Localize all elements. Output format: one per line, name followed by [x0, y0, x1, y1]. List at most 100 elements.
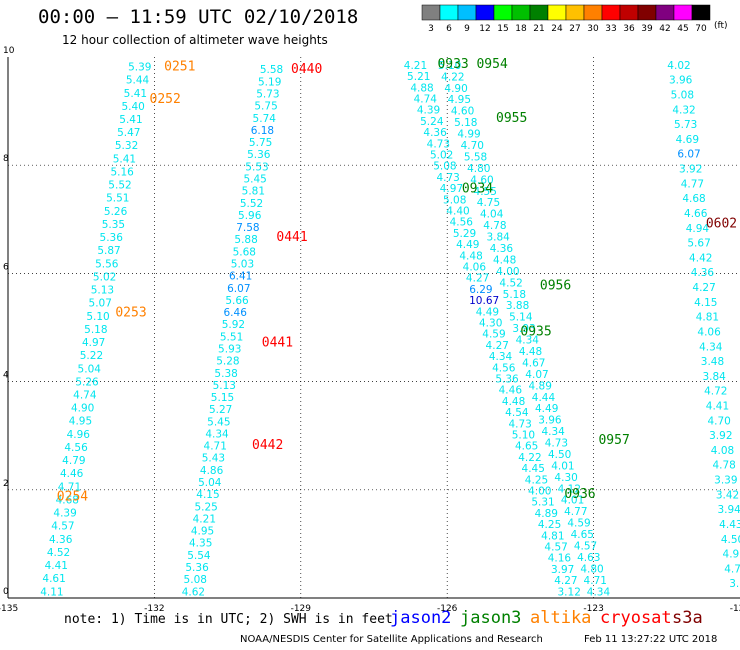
wave-height-value: 3.94	[717, 504, 740, 516]
wave-height-value: 5.36	[495, 373, 519, 385]
wave-height-value: 4.81	[696, 312, 719, 324]
wave-height-value: 4.68	[56, 494, 79, 506]
wave-height-value: 6.07	[677, 149, 700, 161]
y-tick-label: 8	[3, 154, 9, 164]
wave-height-value: 5.58	[464, 151, 487, 163]
wave-height-value: 4.06	[463, 261, 487, 273]
wave-height-value: 4.15	[694, 297, 717, 309]
wave-height-value: 4.73	[508, 418, 531, 430]
wave-height-value: 5.41	[124, 88, 147, 100]
wave-height-value: 4.02	[667, 60, 690, 72]
wave-height-value: 4.54	[505, 407, 529, 419]
wave-height-value: 4.35	[189, 538, 212, 550]
wave-height-value: 7.58	[236, 222, 259, 234]
pass-time-label: 0442	[252, 438, 283, 453]
wave-height-value: 4.11	[40, 586, 63, 598]
wave-height-value: 4.55	[474, 186, 497, 198]
wave-height-value: 5.51	[220, 331, 243, 343]
colorbar-label: 3	[428, 24, 434, 34]
wave-height-value: 4.22	[518, 452, 541, 464]
wave-height-value: 4.99	[457, 129, 480, 141]
wave-height-value: 5.02	[93, 271, 116, 283]
pass-time-label: 0957	[598, 433, 629, 448]
wave-height-value: 4.57	[574, 541, 597, 553]
colorbar-swatch	[493, 4, 513, 21]
colorbar-label: 9	[464, 24, 470, 34]
wave-height-value: 3.88	[506, 300, 529, 312]
generated-timestamp: Feb 11 13:27:22 UTC 2018	[584, 634, 718, 645]
x-tick-label: -120	[730, 604, 740, 614]
wave-height-value: 4.74	[73, 390, 97, 402]
wave-height-value: 5.10	[86, 311, 109, 323]
wave-height-value: 3.39	[714, 475, 737, 487]
wave-height-value: 4.46	[499, 385, 523, 397]
wave-height-value: 4.27	[554, 575, 577, 587]
wave-height-value: 4.41	[45, 560, 68, 572]
credit-line: NOAA/NESDIS Center for Satellite Applica…	[240, 634, 543, 645]
legend-cryosat: cryosat	[600, 608, 672, 628]
wave-height-value: 4.34	[205, 428, 229, 440]
wave-height-value: 4.22	[441, 71, 464, 83]
pass-time-label: 0955	[496, 111, 527, 126]
wave-height-value: 4.52	[47, 547, 70, 559]
wave-height-value: 5.08	[184, 574, 207, 586]
wave-height-value: 4.56	[64, 442, 88, 454]
pass-time-label: 0956	[540, 279, 571, 294]
colorbar-swatch	[637, 4, 657, 21]
colorbar-swatch	[547, 4, 567, 21]
wave-height-value: 4.44	[532, 392, 556, 404]
wave-height-value: 4.73	[545, 438, 568, 450]
wave-height-value: 3.84	[702, 371, 726, 383]
wave-height-value: 5.96	[238, 210, 262, 222]
colorbar-swatch	[655, 4, 675, 21]
wave-height-value: 4.36	[490, 243, 514, 255]
wave-height-value: 4.80	[580, 563, 603, 575]
wave-height-value: 4.56	[492, 362, 516, 374]
wave-height-value: 4.62	[182, 586, 205, 598]
pass-time-label: 0933	[437, 57, 468, 72]
pass-time-label: 0252	[150, 92, 181, 107]
wave-height-value: 3.97	[551, 564, 574, 576]
y-tick-label: 4	[3, 371, 9, 381]
wave-height-value: 4.52	[499, 277, 522, 289]
wave-height-value: 3.93	[512, 323, 535, 335]
wave-height-value: 5.24	[420, 116, 444, 128]
wave-height-value: 5.26	[104, 206, 128, 218]
wave-height-value: 4.27	[486, 340, 509, 352]
wave-height-value: 5.35	[102, 219, 125, 231]
wave-height-value: 4.30	[479, 317, 502, 329]
colorbar-swatch	[691, 4, 711, 21]
wave-height-value: 4.27	[692, 282, 715, 294]
wave-height-value: 4.65	[515, 441, 538, 453]
wave-height-value: 5.52	[240, 198, 263, 210]
wave-height-value: 3.84	[486, 232, 510, 244]
wave-height-value: 4.16	[548, 553, 572, 565]
colorbar-label: 21	[533, 24, 544, 34]
wave-height-value: 4.34	[516, 335, 540, 347]
wave-height-value: 5.18	[454, 117, 477, 129]
wave-height-value: 4.30	[554, 472, 577, 484]
wave-height-value: 4.63	[577, 552, 600, 564]
wave-height-value: 4.45	[522, 463, 545, 475]
wave-height-value: 4.95	[191, 526, 214, 538]
wave-height-value: 4.49	[476, 306, 499, 318]
wave-height-value: 5.27	[209, 404, 232, 416]
y-tick-label: 6	[3, 262, 9, 272]
wave-height-value: 6.29	[469, 284, 492, 296]
wave-height-value: 5.29	[453, 228, 476, 240]
colorbar-swatch	[583, 4, 603, 21]
wave-height-value: 4.80	[467, 163, 490, 175]
wave-height-value: 5.10	[438, 60, 461, 72]
colorbar-swatch	[511, 4, 531, 21]
wave-height-value: 4.89	[535, 508, 558, 520]
legend-s3a: s3a	[672, 608, 703, 628]
wave-height-value: 5.18	[84, 324, 107, 336]
wave-height-value: 5.14	[509, 312, 533, 324]
wave-height-value: 5.31	[531, 497, 554, 509]
wave-height-value: 4.48	[493, 254, 516, 266]
wave-height-value: 4.04	[480, 209, 504, 221]
wave-height-value: 4.34	[489, 351, 513, 363]
colorbar-swatch	[457, 4, 477, 21]
wave-height-value: 4.89	[529, 380, 552, 392]
wave-height-value: 4.59	[482, 329, 505, 341]
